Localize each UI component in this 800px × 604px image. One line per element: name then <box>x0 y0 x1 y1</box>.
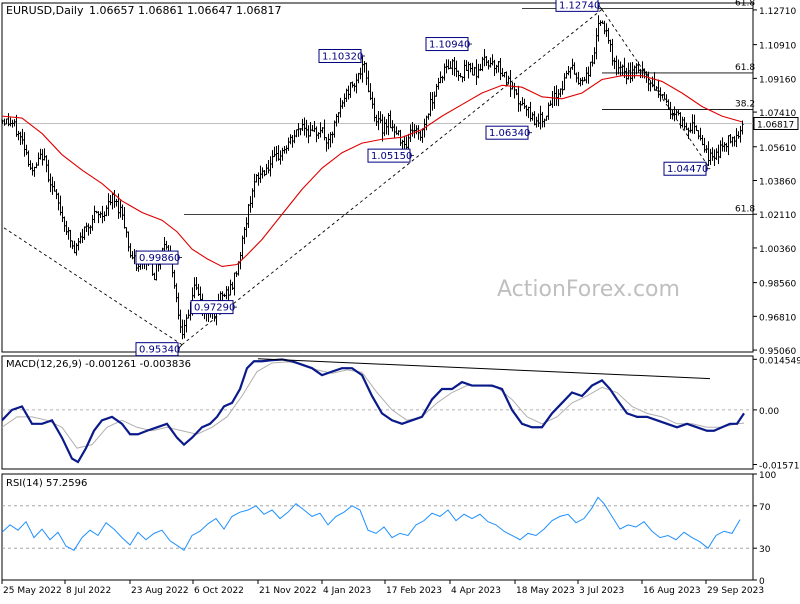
rsi-line <box>1 496 741 552</box>
annotation-box <box>485 125 529 140</box>
macd-axis: 0.014549 0.00 -0.015712 <box>753 356 800 472</box>
price-tick-label: 1.10910 <box>759 42 796 52</box>
annotation-connector <box>177 344 183 350</box>
rsi-tick-label: 70 <box>759 503 771 513</box>
moving-average <box>1 75 743 268</box>
price-tick-label: 0.96810 <box>759 313 796 323</box>
rsi-panel-frame <box>1 473 754 581</box>
macd-main-line <box>1 358 745 464</box>
annotation-box <box>367 148 411 163</box>
macd-signal-line <box>1 361 745 449</box>
annotation-label: 0.99860 <box>139 253 180 264</box>
rsi-tick-label: 30 <box>759 545 771 555</box>
x-tick-label: 6 Oct 2022 <box>194 586 244 596</box>
macd-panel-frame <box>1 355 754 470</box>
price-tick-label: 1.07410 <box>759 109 796 119</box>
price-tick-label: 1.02110 <box>759 211 796 221</box>
rsi-title: RSI(14) 57.2596 <box>6 478 87 489</box>
horizontal-level-label: 38.2 <box>735 100 755 110</box>
annotation-box <box>318 48 362 63</box>
annotation-label: 1.04470 <box>667 164 708 175</box>
annotation-label: 1.10940 <box>429 40 470 51</box>
price-bars <box>1 15 744 340</box>
price-panel-frame <box>1 2 754 353</box>
price-tick-label: 0.98560 <box>759 280 796 290</box>
annotation-box <box>190 300 234 315</box>
x-tick-label: 23 Aug 2022 <box>131 586 189 596</box>
macd-tick-label: 0.00 <box>759 407 779 417</box>
rsi-tick-label: 0 <box>759 577 765 587</box>
x-tick-label: 4 Apr 2023 <box>451 586 501 596</box>
price-tick-label: 1.03860 <box>759 177 796 187</box>
x-tick-label: 8 Jul 2022 <box>66 586 111 596</box>
price-tick-label: 1.09160 <box>759 75 796 85</box>
horizontal-level-label: 61.8 <box>735 204 755 214</box>
annotation-box <box>555 0 599 12</box>
annotation-label: 0.95340 <box>139 345 180 356</box>
macd-trend-line <box>257 358 711 380</box>
x-axis: 25 May 2022 8 Jul 2022 23 Aug 2022 6 Oct 20… <box>1 580 764 596</box>
x-tick-label: 4 Jan 2023 <box>323 586 371 596</box>
x-tick-label: 17 Feb 2023 <box>386 586 442 596</box>
ohlc-values: 1.06657 1.06861 1.06647 1.06817 <box>89 4 281 17</box>
x-tick-label: 3 Jul 2023 <box>579 586 624 596</box>
annotation-label: 1.06340 <box>489 128 530 139</box>
annotation-box <box>425 37 469 52</box>
main-title: EURUSD,Daily <box>6 4 84 17</box>
current-price-label: 1.06817 <box>757 121 794 131</box>
moving-average-line <box>1 75 743 268</box>
price-tick-label: 1.05610 <box>759 144 796 154</box>
price-tick-label: 1.00360 <box>759 245 796 255</box>
price-axis: 1.12710 1.10910 1.09160 1.07410 1.05610 1.038… <box>753 7 799 357</box>
price-annotations: 1.12740 1.10320 1.10940 1.05150 1.06340 1.044… <box>135 0 710 357</box>
rsi-axis: 100 70 30 0 <box>753 471 776 587</box>
horizontal-level-label: 61.8 <box>735 0 755 8</box>
horizontal-level-label: 61.8 <box>735 63 755 73</box>
macd-tick-label: 0.014549 <box>759 356 800 366</box>
watermark: ActionForex.com <box>497 277 680 302</box>
annotation-box <box>135 342 179 357</box>
annotation-label: 1.12740 <box>559 0 600 11</box>
annotation-connector <box>597 4 603 10</box>
macd-layer <box>1 358 753 464</box>
x-tick-label: 29 Sep 2023 <box>707 586 764 596</box>
x-tick-label: 25 May 2022 <box>3 586 62 596</box>
price-levels: 61.8 61.8 38.2 61.8 <box>2 0 755 215</box>
annotation-box <box>135 250 179 265</box>
x-tick-label: 21 Nov 2022 <box>259 586 317 596</box>
annotation-box <box>663 161 707 176</box>
annotation-label: 1.10320 <box>322 51 363 62</box>
macd-tick-label: -0.015712 <box>759 462 800 472</box>
price-tick-label: 1.12710 <box>759 7 796 17</box>
current-price-box <box>753 117 799 131</box>
rsi-tick-label: 100 <box>759 471 776 481</box>
rsi-layer <box>1 496 753 552</box>
x-tick-label: 18 May 2023 <box>516 586 575 596</box>
x-tick-label: 16 Aug 2023 <box>643 586 701 596</box>
price-tick-label: 0.95060 <box>759 347 796 357</box>
annotation-label: 1.05150 <box>371 151 412 162</box>
annotation-label: 0.97290 <box>194 303 235 314</box>
macd-title: MACD(12,26,9) -0.001261 -0.003836 <box>6 359 191 370</box>
